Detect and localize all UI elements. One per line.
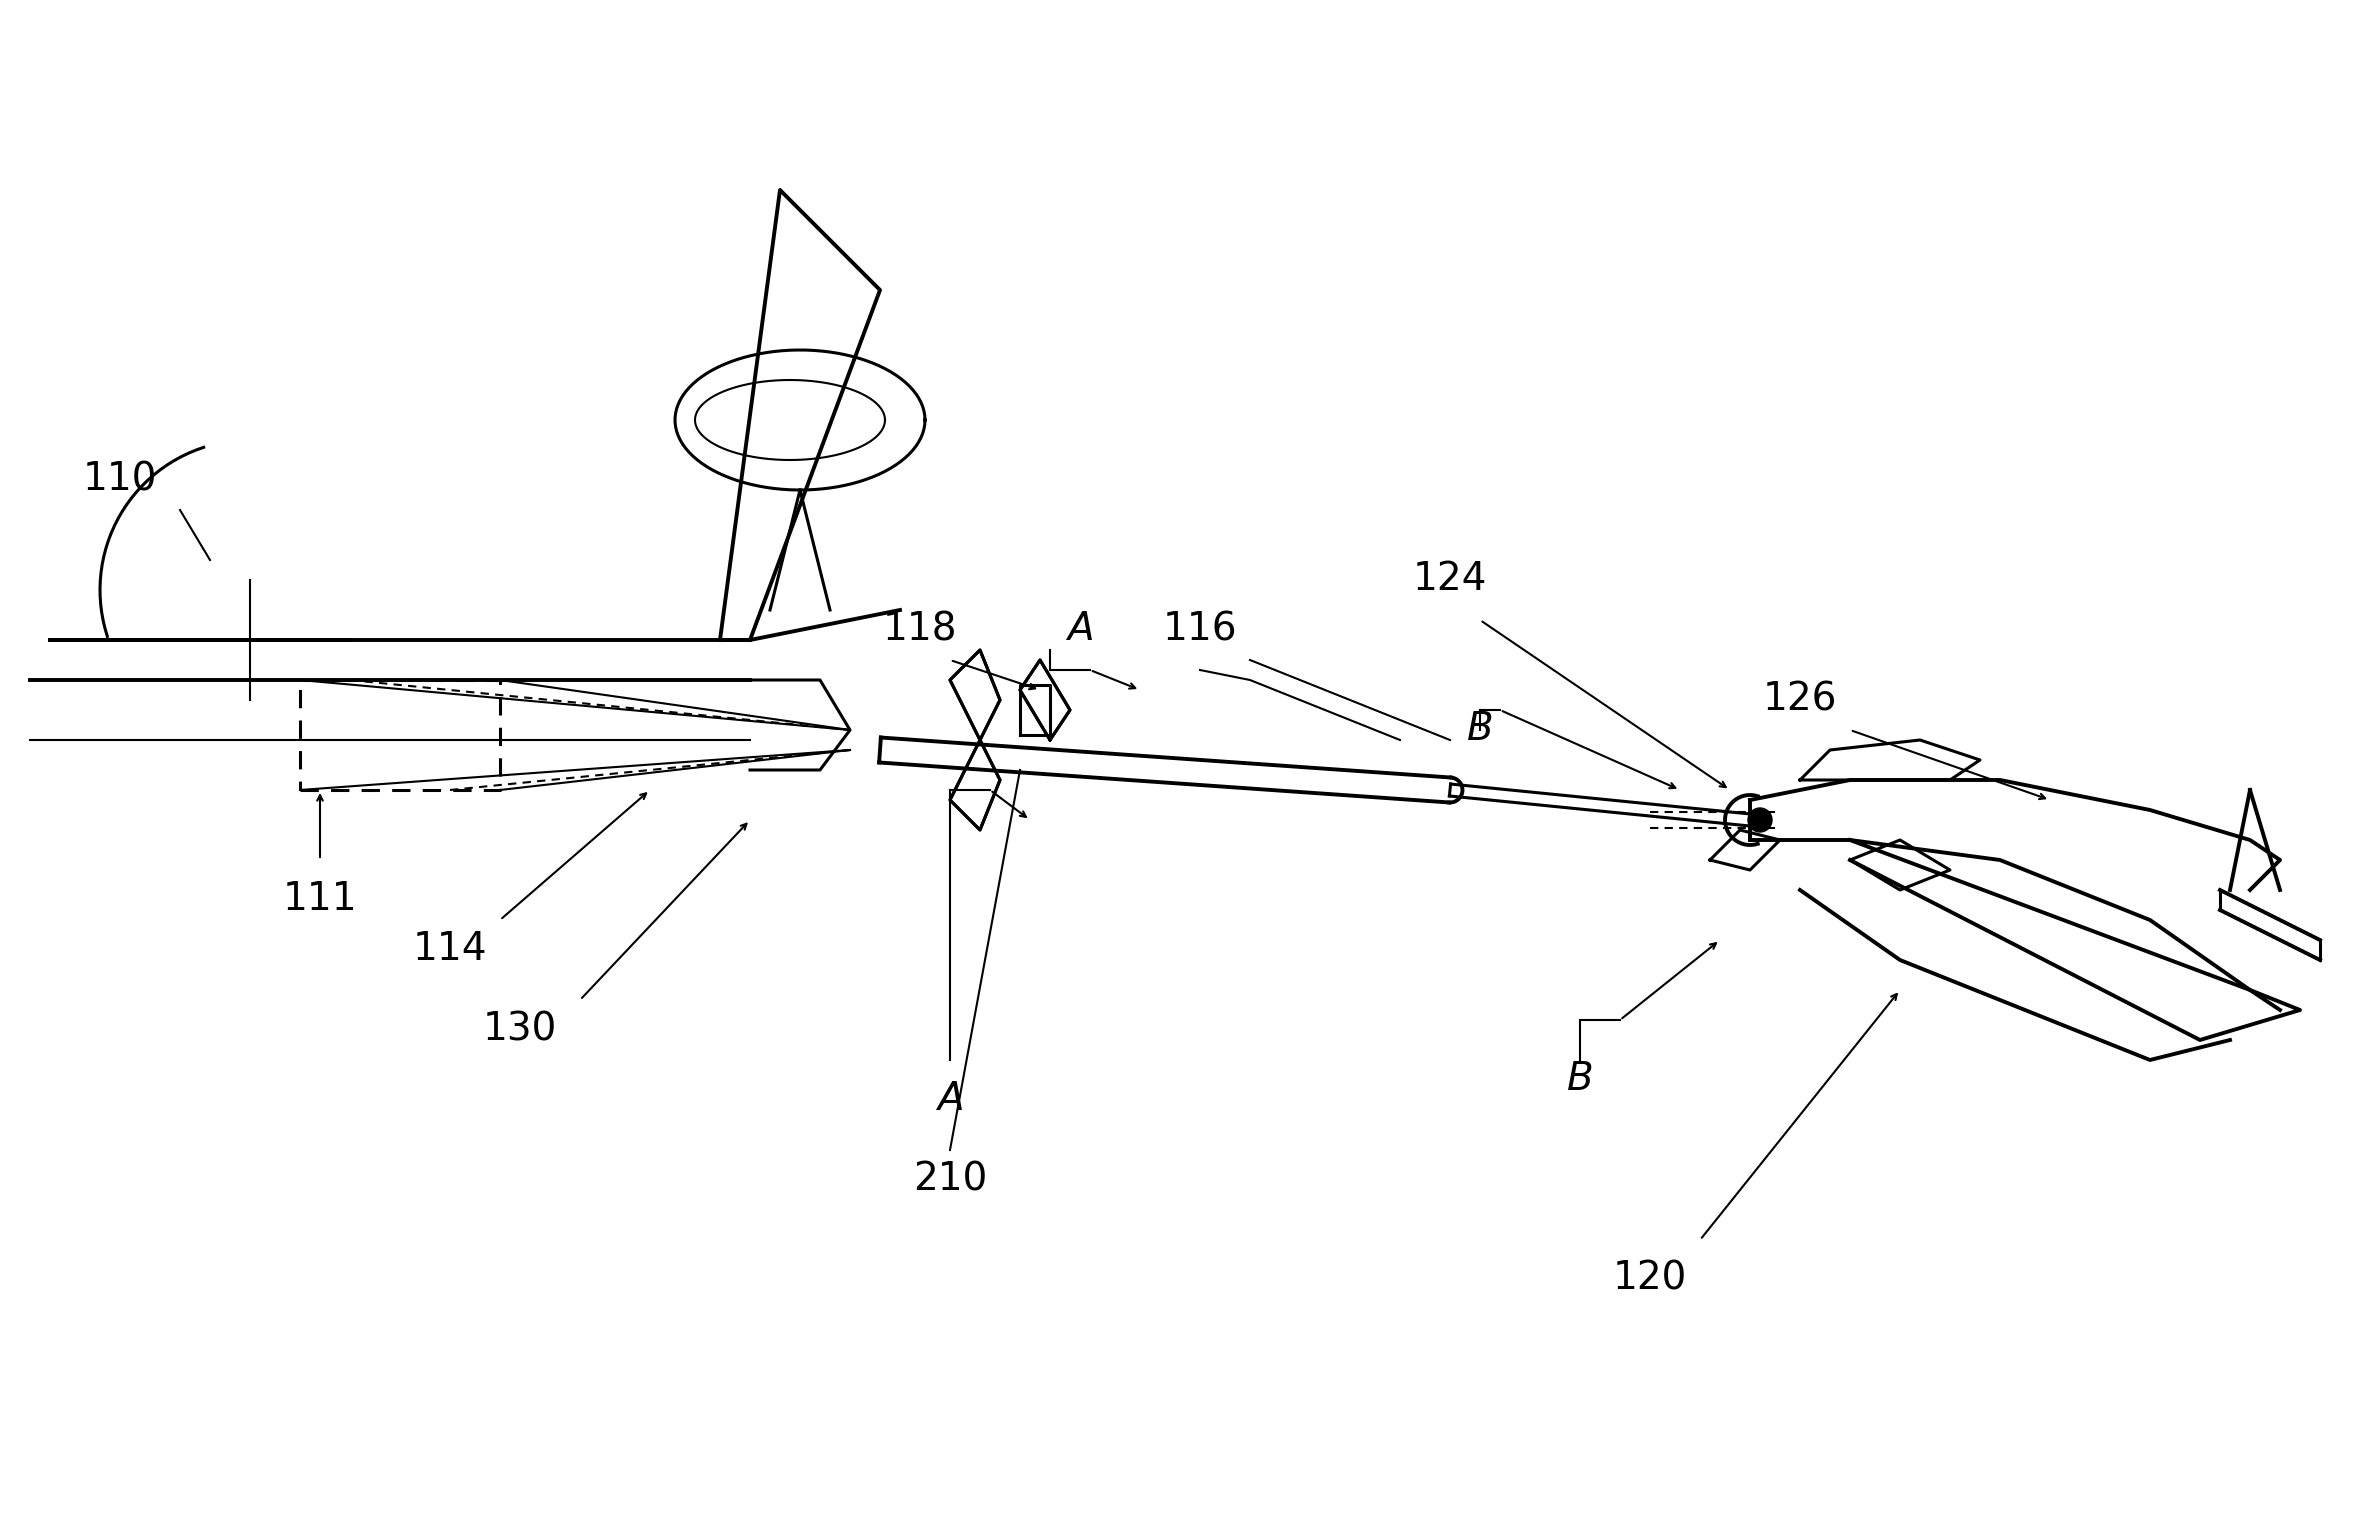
Text: 130: 130 xyxy=(483,1010,556,1049)
Polygon shape xyxy=(949,741,999,830)
Text: 126: 126 xyxy=(1762,681,1838,718)
Text: 210: 210 xyxy=(912,1160,987,1198)
Polygon shape xyxy=(1020,661,1070,741)
Text: 111: 111 xyxy=(283,879,358,918)
Text: A: A xyxy=(1067,610,1093,648)
Text: B: B xyxy=(1468,710,1494,748)
Text: A: A xyxy=(938,1080,964,1118)
Text: 116: 116 xyxy=(1164,610,1237,648)
Polygon shape xyxy=(949,650,999,741)
Text: 120: 120 xyxy=(1614,1260,1687,1298)
Text: 118: 118 xyxy=(884,610,957,648)
Circle shape xyxy=(1748,808,1772,832)
Text: 114: 114 xyxy=(412,930,488,969)
Text: B: B xyxy=(1567,1060,1593,1098)
Text: 110: 110 xyxy=(82,460,158,497)
Text: 124: 124 xyxy=(1414,561,1487,598)
